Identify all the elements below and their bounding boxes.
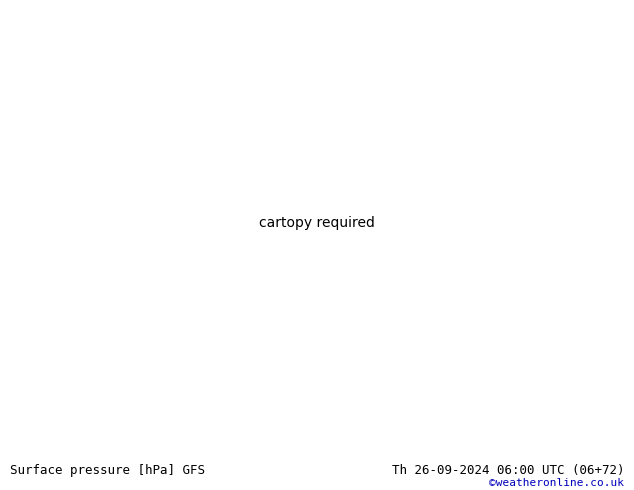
Text: ©weatheronline.co.uk: ©weatheronline.co.uk — [489, 478, 624, 488]
Text: Th 26-09-2024 06:00 UTC (06+72): Th 26-09-2024 06:00 UTC (06+72) — [392, 464, 624, 477]
Text: Surface pressure [hPa] GFS: Surface pressure [hPa] GFS — [10, 464, 205, 477]
Text: cartopy required: cartopy required — [259, 216, 375, 230]
